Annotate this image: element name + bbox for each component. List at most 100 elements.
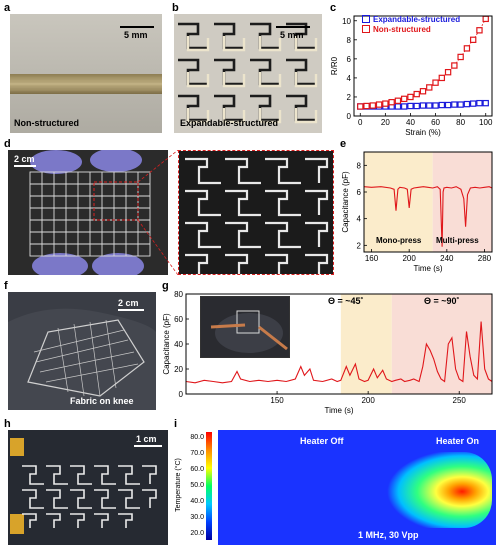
panel-letter-i: i	[174, 418, 178, 430]
y-tick-label: 0	[347, 112, 352, 121]
panel-letter-a: a	[4, 2, 11, 14]
x-tick-label: 200	[361, 396, 375, 405]
scale-bar-f	[118, 309, 144, 311]
series-line	[185, 321, 493, 384]
data-point	[394, 97, 402, 104]
x-tick-label: 150	[270, 396, 284, 405]
x-tick-label: 280	[478, 254, 492, 263]
data-point	[357, 103, 364, 110]
x-tick-label: 60	[431, 118, 440, 127]
data-point	[407, 93, 414, 101]
data-point	[476, 27, 483, 34]
x-tick-label: 20	[381, 118, 390, 127]
panel-letter-g: g	[162, 280, 169, 292]
data-point	[388, 98, 395, 106]
colorbar-tick: 50.0	[190, 482, 204, 489]
scale-label-a: 5 mm	[124, 30, 148, 40]
scale-label-b: 5 mm	[280, 30, 304, 40]
data-point	[463, 45, 471, 52]
scale-bar-h	[134, 445, 162, 447]
photo-non-structured	[10, 14, 162, 133]
legend-item-expandable: Expandable-structured	[362, 15, 460, 25]
x-tick-label: 80	[456, 118, 465, 127]
chart-e-svg: 160 200 240 280 2 4 6 8 Time (s) Capacitance (pF)	[341, 151, 493, 273]
label-angle-45: Θ = ~45˚	[328, 296, 364, 306]
colorbar-tick: 40.0	[190, 498, 204, 505]
zoom-guide-lines	[138, 150, 178, 275]
y-tick-label: 2	[357, 241, 362, 250]
data-point	[482, 15, 489, 23]
photo-fabric-on-knee	[8, 292, 156, 410]
y-tick-label: 8	[347, 36, 352, 45]
y-axis-title: R/R0	[330, 56, 339, 75]
y-tick-label: 20	[174, 365, 183, 374]
colorbar	[206, 432, 212, 540]
data-point	[457, 101, 464, 108]
legend-c: Expandable-structured Non-structured	[362, 15, 460, 35]
y-tick-label: 60	[174, 315, 183, 324]
scale-bar-a	[120, 26, 154, 28]
label-mono-press: Mono-press	[376, 236, 422, 245]
caption-f: Fabric on knee	[70, 396, 134, 406]
data-point	[363, 102, 370, 110]
panel-letter-f: f	[4, 280, 8, 292]
label-heater-on: Heater On	[436, 436, 480, 446]
x-tick-label: 250	[453, 396, 467, 405]
caption-b: Expandable-structured	[180, 118, 279, 128]
scale-label-h: 1 cm	[136, 434, 157, 444]
y-tick-label: 80	[174, 290, 183, 299]
data-point	[438, 74, 446, 82]
colorbar-tick: 30.0	[190, 514, 204, 521]
y-axis-title: Capacitance (pF)	[341, 171, 350, 233]
panel-letter-d: d	[4, 138, 11, 150]
data-point	[382, 100, 389, 107]
data-point	[444, 101, 452, 109]
y-axis-title: Capacitance (pF)	[162, 313, 171, 375]
data-point	[432, 79, 439, 86]
chart-g: 150 200 250 0 20 40 60 80 Time (s) Capacitance (p…	[162, 284, 496, 418]
x-axis-title: Strain (%)	[405, 128, 441, 137]
scale-label-d: 2 cm	[14, 154, 35, 164]
data-point	[419, 88, 427, 95]
colorbar-ticks: 80.0 70.0 60.0 50.0 40.0 30.0 20.0	[184, 430, 204, 542]
y-tick-label: 6	[357, 188, 362, 197]
data-point	[438, 101, 446, 109]
x-tick-label: 100	[479, 118, 493, 127]
label-multi-press: Multi-press	[436, 236, 479, 245]
plot-frame	[353, 15, 493, 117]
photo-inset-knee-sensor	[200, 296, 290, 358]
chart-c-svg: 0 20 40 60 80 100 0 2 4 6 8 10 Strain (%) R/R0	[330, 15, 493, 137]
y-tick-label: 10	[342, 17, 351, 26]
data-point	[426, 84, 433, 91]
y-tick-label: 8	[357, 161, 362, 170]
label-heater-off: Heater Off	[300, 436, 344, 446]
photo-expandable-structured	[174, 14, 322, 133]
data-point	[407, 102, 414, 110]
colorbar-tick: 60.0	[190, 466, 204, 473]
chart-c: 0 20 40 60 80 100 0 2 4 6 8 10 Strain (%) R/R0	[330, 6, 496, 140]
data-point	[451, 101, 458, 108]
panel-letter-e: e	[340, 138, 347, 150]
data-point	[413, 90, 420, 98]
colorbar-title-text: Temperature (°C)	[174, 458, 182, 512]
chart-e: 160 200 240 280 2 4 6 8 Time (s) Capacitance (pF)	[340, 142, 496, 276]
panel-letter-b: b	[172, 2, 179, 14]
chart-g-svg: 150 200 250 0 20 40 60 80 Time (s) Capacitance (p…	[162, 290, 493, 415]
shaded-region	[364, 152, 433, 252]
label-angle-90: Θ = ~90˚	[424, 296, 460, 306]
legend-label-expandable: Expandable-structured	[373, 15, 461, 24]
scale-bar-b	[276, 26, 310, 28]
colorbar-title: Temperature (°C)	[174, 458, 182, 512]
colorbar-tick: 20.0	[190, 530, 204, 537]
thermal-heater-on	[352, 430, 496, 545]
panel-letter-c: c	[330, 2, 337, 14]
plot-frame	[363, 151, 493, 253]
scale-bar-d	[14, 165, 36, 167]
y-tick-label: 4	[357, 215, 362, 224]
shaded-region	[340, 294, 392, 394]
x-tick-label: 40	[406, 118, 415, 127]
legend-marker-red	[362, 25, 370, 33]
legend-label-non-structured: Non-structured	[373, 25, 431, 34]
x-tick-label: 0	[358, 118, 363, 127]
x-tick-label: 240	[440, 254, 454, 263]
